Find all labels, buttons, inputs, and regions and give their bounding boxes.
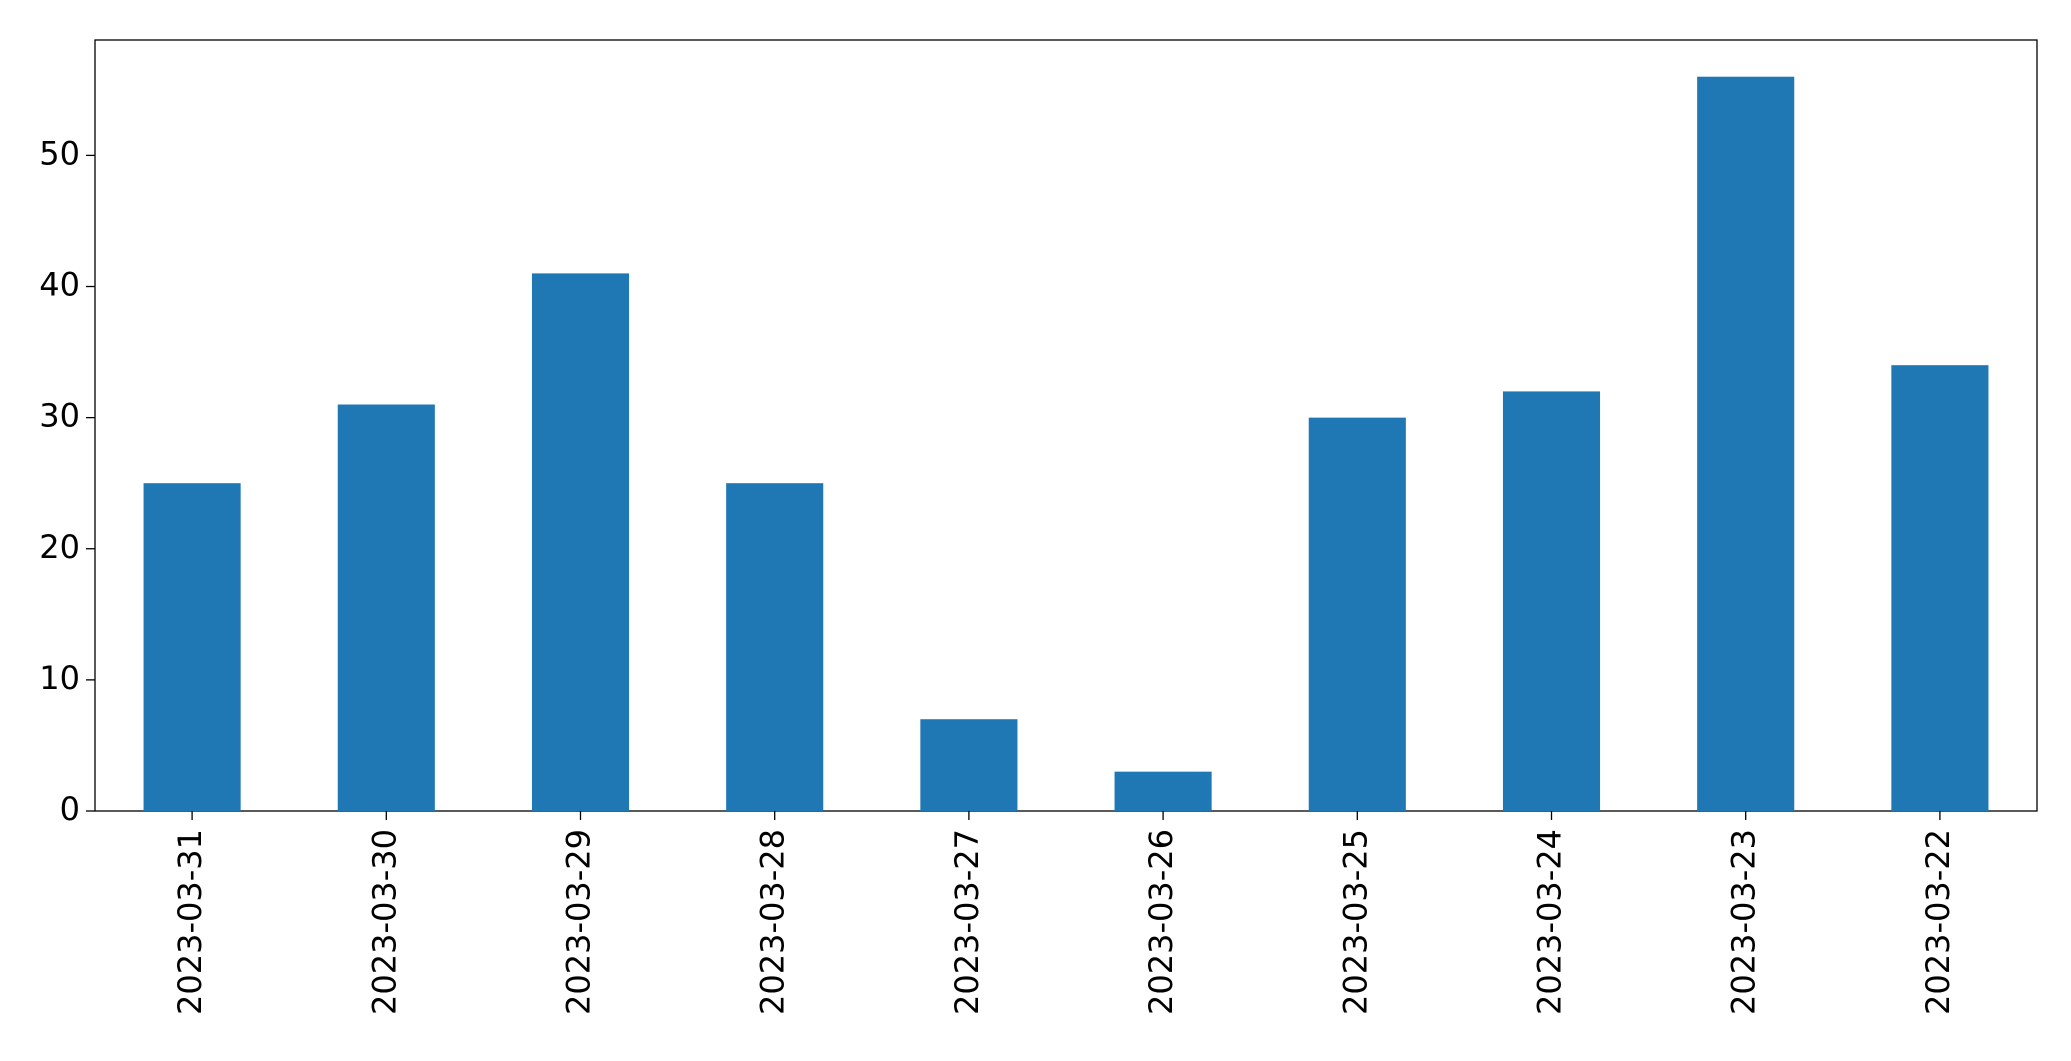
bar (531, 273, 630, 811)
x-tick-label: 2023-03-28 (754, 829, 792, 1015)
x-tick-label: 2023-03-25 (1336, 829, 1374, 1015)
x-tick-label: 2023-03-27 (948, 829, 986, 1015)
bar (920, 719, 1018, 811)
y-tick-label: 10 (39, 659, 80, 697)
x-tick-label: 2023-03-26 (1142, 829, 1180, 1015)
y-tick-label: 0 (60, 790, 80, 828)
bar (1308, 417, 1406, 811)
y-tick-label: 40 (39, 266, 80, 304)
bar (1114, 771, 1212, 811)
x-tick-label: 2023-03-22 (1919, 829, 1957, 1015)
x-tick-label: 2023-03-24 (1531, 829, 1569, 1015)
bar (1891, 365, 1989, 811)
x-tick-label: 2023-03-30 (365, 829, 403, 1015)
x-tick-label: 2023-03-29 (560, 829, 598, 1015)
bar (337, 404, 435, 811)
y-tick-label: 50 (39, 134, 80, 172)
x-tick-label: 2023-03-23 (1725, 829, 1763, 1015)
bar (726, 483, 824, 811)
plot-frame (94, 39, 2038, 812)
bar (1502, 391, 1601, 811)
bar (143, 483, 241, 811)
x-tick-label: 2023-03-31 (171, 829, 209, 1015)
y-tick-label: 20 (39, 528, 80, 566)
y-tick-label: 30 (39, 397, 80, 435)
bar (1697, 76, 1795, 811)
